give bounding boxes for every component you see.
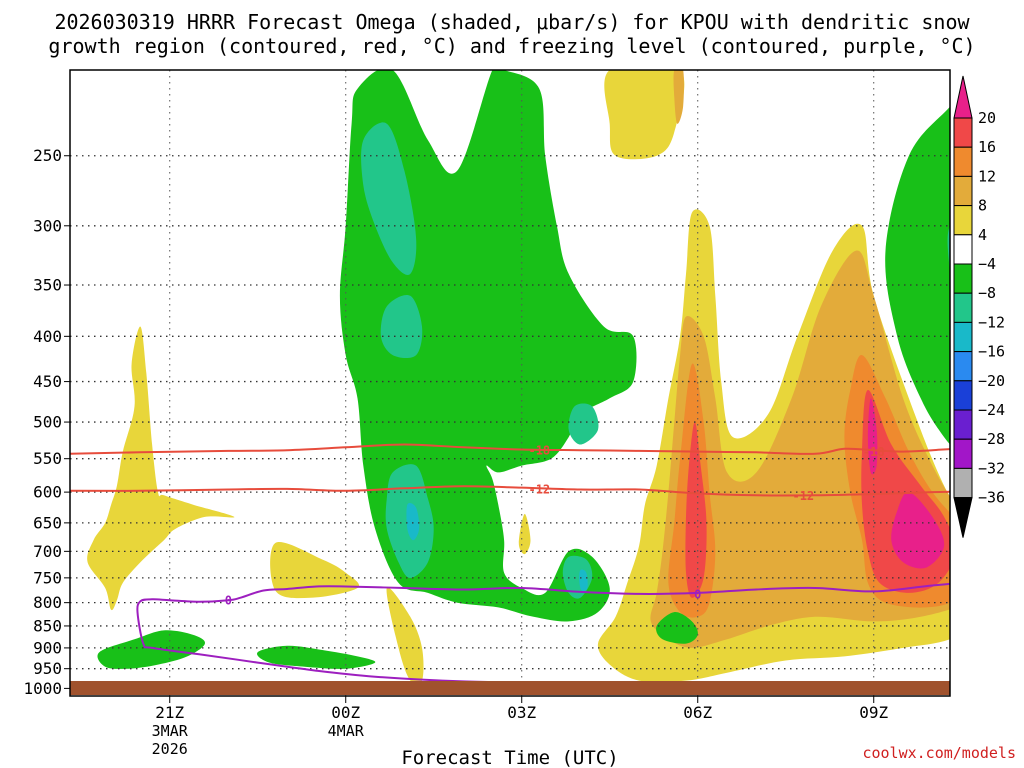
dgz-contour-minus-18-label: -18 <box>528 444 550 458</box>
colorbar-swatch-9 <box>953 351 973 382</box>
x-tick-date-21Z: 3MAR <box>152 722 189 740</box>
colorbar-swatch-1 <box>953 117 973 148</box>
freezing-level-0 <box>136 582 950 692</box>
x-tick-label-06Z: 06Z <box>683 703 712 722</box>
colorbar-label-10: −24 <box>978 401 1005 419</box>
colorbar-label-12: −32 <box>978 459 1005 477</box>
colorbar-swatch-3 <box>953 175 973 207</box>
colorbar-label-8: −16 <box>978 343 1005 361</box>
contour-layer: -18 -12 0 -12 -18 0 <box>70 443 950 692</box>
pressure-gridlines <box>70 70 950 696</box>
colorbar-top-arrow <box>953 75 973 119</box>
colorbar-label-0: 20 <box>978 109 996 127</box>
colorbar-swatch-8 <box>953 321 973 353</box>
y-tick-label-550: 550 <box>33 449 62 468</box>
x-axis-title: Forecast Time (UTC) <box>401 747 618 768</box>
y-tick-label-400: 400 <box>33 327 62 346</box>
y-tick-label-600: 600 <box>33 483 62 502</box>
y-tick-label-850: 850 <box>33 616 62 635</box>
chart-title-line-1: 2026030319 HRRR Forecast Omega (shaded, … <box>54 10 970 34</box>
colorbar-label-1: 16 <box>978 138 996 156</box>
y-tick-label-650: 650 <box>33 513 62 532</box>
omega-yellow-left-tower <box>87 326 235 611</box>
ground-surface-band <box>70 681 950 695</box>
omega-green-small-right <box>656 612 698 644</box>
y-tick-label-700: 700 <box>33 542 62 561</box>
y-tick-label-750: 750 <box>33 568 62 587</box>
y-axis: 250 300 350 400 450 500 550 600 650 700 750 800 850 9… <box>23 146 70 698</box>
contour-label-minus-12-right: -12 <box>792 489 814 503</box>
omega-teal-mid-left <box>380 294 423 359</box>
plot-frame <box>69 69 951 697</box>
y-tick-label-450: 450 <box>33 372 62 391</box>
colorbar-label-4: 4 <box>978 226 987 244</box>
y-tick-label-900: 900 <box>33 638 62 657</box>
x-tick-label-00Z: 00Z <box>331 703 360 722</box>
colorbar-swatch-2 <box>953 146 973 177</box>
colorbar-label-9: −20 <box>978 372 1005 390</box>
omega-cyan-small-1 <box>406 503 420 541</box>
colorbar-label-5: −4 <box>978 255 996 273</box>
colorbar-swatch-5 <box>953 234 973 265</box>
colorbar-label-6: −8 <box>978 284 996 302</box>
colorbar-bottom-arrow <box>953 497 973 538</box>
omega-shading-layer <box>87 70 950 685</box>
omega-magenta-left-core <box>867 398 878 475</box>
omega-yellow-small-column <box>386 587 424 685</box>
colorbar-swatch-13 <box>953 467 973 499</box>
omega-red-left-spike <box>685 422 707 598</box>
omega-colorbar: 20 16 12 8 4 −4 −8 −12 −16 −20 −24 −28 −32 −36 <box>953 75 1005 538</box>
colorbar-swatch-6 <box>953 263 973 294</box>
contour-label-0-left: 0 <box>225 594 232 608</box>
y-tick-label-500: 500 <box>33 413 62 432</box>
y-tick-label-250: 250 <box>33 146 62 165</box>
dgz-contour-minus-12-label: -12 <box>528 482 550 496</box>
y-tick-label-950: 950 <box>33 659 62 678</box>
omega-cyan-small-2 <box>579 569 588 592</box>
website-credit[interactable]: coolwx.com/models <box>862 744 1016 762</box>
omega-green-right-column <box>885 106 950 445</box>
x-tick-label-03Z: 03Z <box>507 703 536 722</box>
dgz-contour-minus-12 <box>70 485 950 497</box>
freezing-level-0-label: 0 <box>694 587 701 601</box>
x-tick-label-09Z: 09Z <box>859 703 888 722</box>
y-tick-label-1000: 1000 <box>23 679 62 698</box>
colorbar-label-11: −28 <box>978 430 1005 448</box>
y-tick-label-350: 350 <box>33 276 62 295</box>
omega-yellow-top-right <box>604 70 685 160</box>
omega-teal-upper-left <box>361 122 417 276</box>
x-tick-label-21Z: 21Z <box>155 703 184 722</box>
colorbar-label-3: 8 <box>978 197 987 215</box>
omega-yellow-mid-left <box>270 542 360 599</box>
colorbar-swatch-12 <box>953 438 973 469</box>
x-tick-year-21Z: 2026 <box>152 740 188 758</box>
dgz-contour-minus-18 <box>70 443 950 455</box>
colorbar-swatch-10 <box>953 380 973 411</box>
omega-magenta-right-core <box>891 492 945 569</box>
omega-green-bottom-mid <box>257 645 376 669</box>
contour-label-minus-18-right: -18 <box>863 445 885 459</box>
omega-teal-small-mid <box>568 403 599 445</box>
x-axis: 21Z3MAR202600Z4MAR03Z06Z09Z12Z <box>152 696 889 758</box>
y-tick-label-800: 800 <box>33 593 62 612</box>
colorbar-label-7: −12 <box>978 313 1005 331</box>
x-tick-date-00Z: 4MAR <box>328 722 365 740</box>
colorbar-swatch-11 <box>953 409 973 440</box>
y-tick-label-300: 300 <box>33 216 62 235</box>
omega-orange-top-right <box>673 70 684 124</box>
colorbar-swatch-7 <box>953 292 973 323</box>
chart-title-line-2: growth region (contoured, red, °C) and f… <box>48 34 975 58</box>
colorbar-label-13: −36 <box>978 489 1005 507</box>
omega-green-bottom-left <box>97 630 206 669</box>
colorbar-swatch-4 <box>953 205 973 236</box>
colorbar-label-2: 12 <box>978 167 996 185</box>
